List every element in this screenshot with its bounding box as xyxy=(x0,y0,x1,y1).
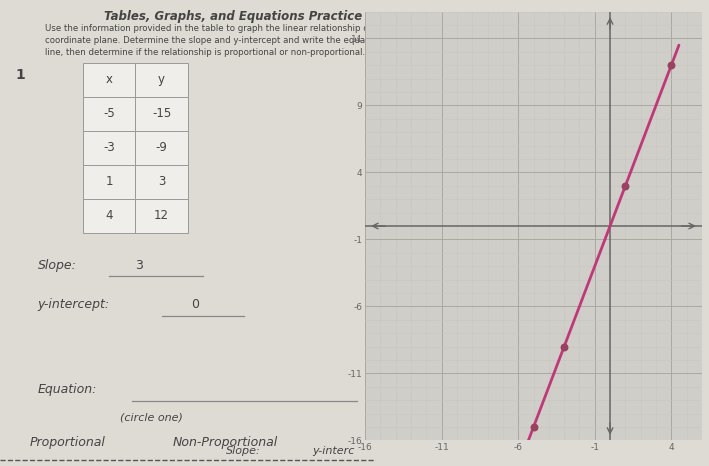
Text: 4: 4 xyxy=(105,210,113,222)
Text: line, then determine if the relationship is proportional or non-proportional.: line, then determine if the relationship… xyxy=(45,48,365,57)
Text: -5: -5 xyxy=(103,108,115,120)
Text: y-intercept:: y-intercept: xyxy=(38,298,110,311)
Bar xyxy=(83,63,135,97)
Text: 1: 1 xyxy=(15,68,25,82)
Text: -9: -9 xyxy=(156,142,167,154)
Bar xyxy=(83,199,135,233)
Bar xyxy=(135,97,188,131)
Bar xyxy=(135,165,188,199)
Bar xyxy=(83,165,135,199)
Text: (circle one): (circle one) xyxy=(121,412,183,422)
Text: y-interc: y-interc xyxy=(312,446,354,456)
Point xyxy=(527,423,539,431)
Bar xyxy=(83,131,135,165)
Text: 3: 3 xyxy=(158,176,165,188)
Bar xyxy=(135,131,188,165)
Text: Non-Proportional: Non-Proportional xyxy=(173,436,278,449)
Text: 0: 0 xyxy=(191,298,199,311)
Bar xyxy=(135,63,188,97)
Point xyxy=(666,62,677,69)
Text: Proportional: Proportional xyxy=(30,436,106,449)
Text: y: y xyxy=(158,74,165,86)
Text: -15: -15 xyxy=(152,108,171,120)
Text: Slope:: Slope: xyxy=(225,446,260,456)
Text: Tables, Graphs, and Equations Practice: Tables, Graphs, and Equations Practice xyxy=(104,10,362,23)
Point xyxy=(620,182,631,190)
Point xyxy=(559,343,570,350)
Text: 1: 1 xyxy=(105,176,113,188)
Text: Equation:: Equation: xyxy=(38,383,97,396)
Text: 3: 3 xyxy=(135,259,143,272)
Text: -3: -3 xyxy=(103,142,115,154)
Text: 12: 12 xyxy=(154,210,169,222)
Text: x: x xyxy=(106,74,113,86)
Text: Slope:: Slope: xyxy=(38,259,77,272)
Bar xyxy=(83,97,135,131)
Bar xyxy=(135,199,188,233)
Text: Use the information provided in the table to graph the linear relationship on th: Use the information provided in the tabl… xyxy=(45,24,391,33)
Text: coordinate plane. Determine the slope and y-intercept and write the equation of : coordinate plane. Determine the slope an… xyxy=(45,36,404,45)
